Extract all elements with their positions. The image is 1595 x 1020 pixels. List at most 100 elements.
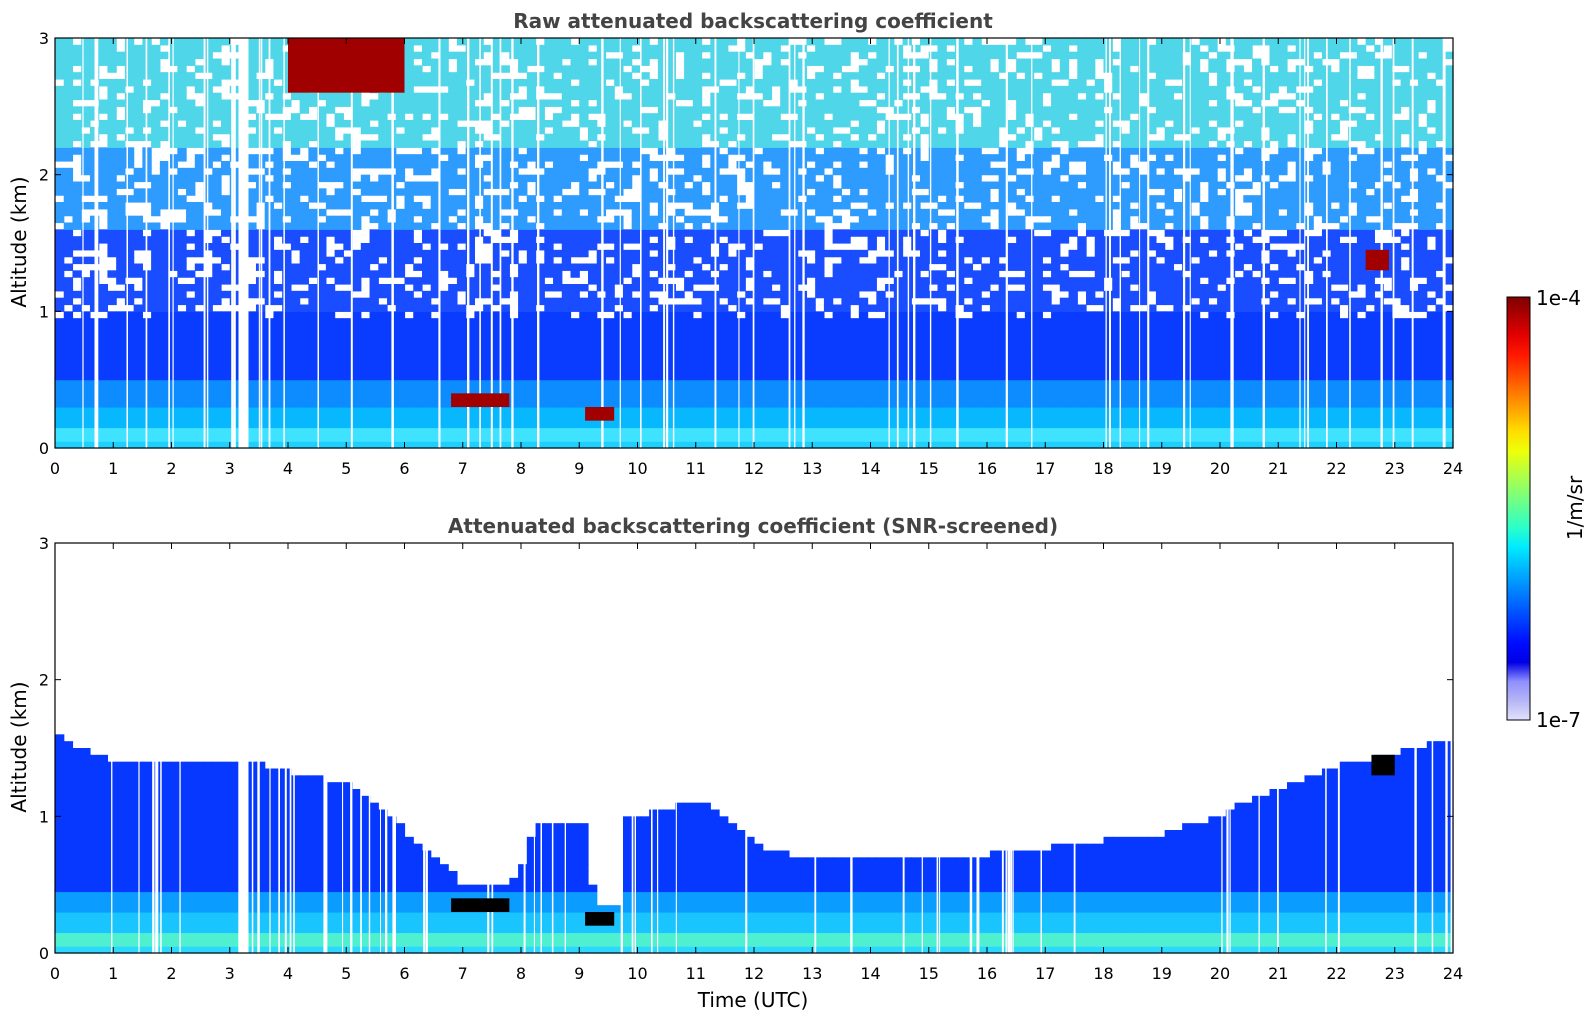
heatmap-cell (299, 325, 309, 333)
heatmap-cell (404, 72, 414, 80)
heatmap-cell (273, 441, 283, 449)
heatmap-cell (780, 243, 790, 251)
heatmap-cell (421, 297, 432, 306)
heatmap-cell (535, 113, 545, 121)
heatmap-cell (55, 167, 65, 176)
heatmap-cell (745, 311, 755, 319)
heatmap-cell (928, 400, 939, 408)
heatmap-cell (247, 229, 257, 237)
heatmap-cell (63, 106, 74, 114)
heatmap-cell (727, 297, 738, 306)
heatmap-cell (841, 113, 851, 121)
heatmap-cell (186, 338, 196, 347)
heatmap-cell (535, 400, 545, 408)
heatmap-cell (535, 338, 545, 347)
heatmap-cell (369, 243, 379, 251)
heatmap-cell (622, 58, 633, 66)
heatmap-cell (212, 106, 222, 114)
heatmap-cell (727, 65, 738, 73)
heatmap-cell (762, 140, 773, 148)
heatmap-cell (692, 181, 703, 189)
heatmap-cell (343, 441, 353, 449)
heatmap-cell (614, 263, 624, 271)
heatmap-cell (334, 359, 344, 367)
heatmap-cell (657, 72, 668, 80)
heatmap-cell (500, 284, 510, 292)
heatmap-cell (719, 208, 729, 217)
heatmap-cell (98, 188, 109, 196)
heatmap-cell (920, 318, 930, 326)
heatmap-cell (483, 325, 493, 333)
heatmap-cell (815, 79, 825, 87)
heatmap-cell (841, 249, 851, 258)
heatmap-cell (719, 99, 729, 107)
heatmap-cell (221, 243, 231, 251)
heatmap-cell (850, 113, 860, 121)
heatmap-cell (465, 58, 475, 66)
heatmap-cell (806, 195, 816, 203)
heatmap-cell (518, 51, 528, 60)
heatmap-cell (911, 236, 921, 244)
heatmap-cell (579, 140, 589, 148)
heatmap-cell (815, 161, 825, 169)
heatmap-cell (815, 400, 825, 408)
heatmap-cell (736, 147, 746, 155)
heatmap-cell (72, 106, 82, 114)
heatmap-cell (465, 181, 475, 189)
heatmap-cell (133, 331, 143, 340)
heatmap-cell (526, 413, 537, 422)
heatmap-cell (911, 161, 921, 169)
heatmap-cell (692, 277, 703, 285)
heatmap-cell (81, 345, 91, 353)
heatmap-cell (186, 249, 196, 258)
heatmap-cell (151, 256, 161, 265)
heatmap-cell (858, 72, 869, 80)
panel-raw-plot: 0 1 2 3 4 5 6 7 8 9 10 11 12 13 14 15 16 17 18 19 20 21 22 23 24… (39, 29, 1463, 478)
heatmap-cell (151, 366, 161, 374)
heatmap-cell (675, 379, 685, 388)
heatmap-cell (474, 208, 484, 217)
heatmap-cell (719, 427, 729, 435)
heatmap-cell (456, 407, 467, 415)
heatmap-cell (177, 99, 187, 107)
heatmap-cell (474, 92, 484, 101)
heatmap-cell (273, 311, 283, 319)
heatmap-cell (771, 372, 781, 381)
heatmap-cell (81, 154, 91, 162)
heatmap-cell (194, 113, 205, 121)
heatmap-cell (124, 325, 135, 333)
heatmap-cell (518, 99, 528, 107)
heatmap-cell (876, 400, 886, 408)
heatmap-cell (858, 304, 869, 312)
heatmap-cell (273, 413, 283, 422)
heatmap-cell (421, 290, 432, 299)
heatmap-cell (334, 99, 344, 107)
heatmap-cell (727, 270, 738, 278)
heatmap-cell (920, 222, 930, 230)
heatmap-cell (526, 263, 537, 271)
heatmap-cell (587, 400, 598, 408)
heatmap-cell (107, 379, 117, 388)
heatmap-cell (640, 236, 650, 244)
heatmap-cell (360, 413, 371, 422)
heatmap-cell (553, 126, 563, 135)
heatmap-cell (212, 345, 222, 353)
heatmap-cell (360, 270, 371, 278)
heatmap-cell (212, 270, 222, 278)
heatmap-cell (194, 400, 205, 408)
heatmap-cell (247, 58, 257, 66)
heatmap-cell (360, 318, 371, 326)
heatmap-cell (509, 79, 519, 87)
heatmap-cell (649, 386, 659, 394)
heatmap-cell (745, 249, 755, 258)
heatmap-cell (850, 386, 860, 394)
heatmap-cell (273, 366, 283, 374)
heatmap-cell (500, 229, 510, 237)
heatmap-cell (107, 106, 117, 114)
heatmap-cell (876, 65, 886, 73)
heatmap-cell (518, 215, 528, 224)
heatmap-cell (544, 297, 554, 306)
heatmap-cell (194, 290, 205, 299)
heatmap-cell (308, 420, 318, 429)
heatmap-cell (151, 270, 161, 278)
